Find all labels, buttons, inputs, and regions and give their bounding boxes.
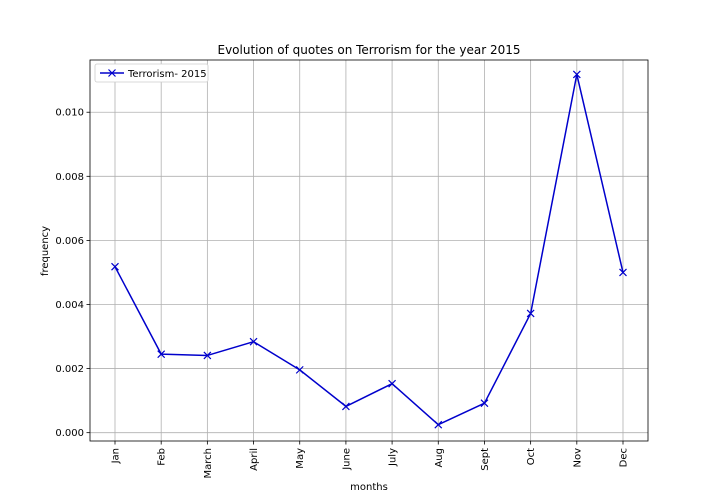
data-point-marker [526,309,535,318]
data-point-marker [434,420,443,429]
x-tick-label: Feb [157,448,168,466]
legend: Terrorism- 2015 [94,63,209,83]
x-axis-ticks: Jan Feb March April May June July Aug Sept Oct Nov… [111,441,630,478]
chart-title: Evolution of quotes on Terrorism for the… [217,43,520,57]
data-point-marker [111,262,119,271]
grid-lines [90,60,648,441]
data-point-marker [295,365,304,374]
data-point-marker [480,399,489,408]
y-tick-label: 0.000 [55,428,84,439]
data-point-marker [203,351,212,360]
x-tick-label: July [388,448,399,467]
x-tick-label: June [341,448,352,471]
x-tick-label: March [203,448,214,478]
x-tick-label: Aug [434,448,445,468]
x-axis-label: months [350,482,388,493]
data-point-marker [249,337,258,346]
y-tick-label: 0.002 [55,364,84,375]
y-tick-label: 0.004 [55,300,84,311]
plot-frame [89,59,649,442]
x-tick-label: Nov [572,448,583,468]
data-point-marker [388,379,397,388]
data-point-marker [341,402,350,411]
data-point-marker [572,70,581,79]
x-tick-label: Sept [480,448,491,471]
y-axis-label: frequency [40,226,51,276]
x-tick-label: Jan [111,448,122,464]
series-group [111,70,627,429]
legend-entry: Terrorism- 2015 [127,69,207,80]
y-tick-label: 0.006 [55,236,84,247]
x-tick-label: Dec [619,448,630,467]
x-tick-label: Oct [526,448,537,465]
y-tick-label: 0.010 [55,108,84,119]
y-tick-label: 0.008 [55,172,84,183]
y-axis-ticks: 0.000 0.002 0.004 0.006 0.008 0.010 [55,108,90,439]
legend-marker [108,69,116,77]
x-tick-label: April [249,448,260,471]
legend-box [94,63,209,83]
data-point-marker [157,350,166,359]
data-point-marker [619,268,627,277]
x-tick-label: May [295,448,306,469]
series-line [114,73,624,426]
